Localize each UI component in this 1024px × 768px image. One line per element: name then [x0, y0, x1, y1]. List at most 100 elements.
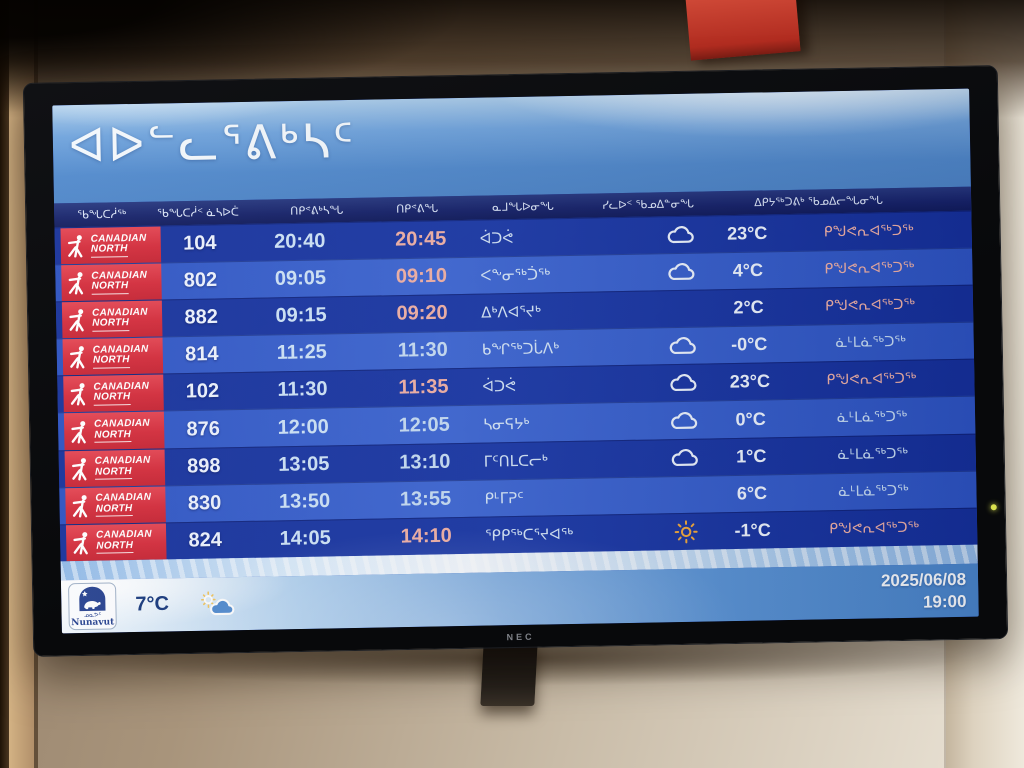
nunavut-wordmark: Nunavut [71, 617, 115, 629]
flight-number: 102 [185, 380, 220, 403]
scheduled-time: 09:15 [275, 304, 327, 328]
footer-bar: ᓄᓇᕗᑦ Nunavut 7°C 2025/06/08 19:00 [60, 563, 979, 634]
flight-number: 104 [182, 232, 217, 255]
revised-time: 14:10 [400, 524, 452, 548]
flight-number: 824 [188, 528, 223, 552]
airline-logo: CANADIAN NORTH [60, 226, 162, 265]
canadian-north-figure-icon [69, 309, 84, 332]
canadian-north-figure-icon [68, 272, 84, 295]
scheduled-time: 11:30 [277, 378, 328, 402]
flight-rows: CANADIAN NORTH 104 20:40 20:45 ᐋᑐᕚ [54, 210, 978, 562]
flight-row: CANADIAN NORTH 102 11:30 11:35 ᐋᑐᕚ [57, 358, 975, 413]
cloud-icon [670, 374, 697, 392]
nec-logo: NEC [506, 631, 535, 643]
revised-time: 12:05 [398, 413, 450, 437]
flight-status: ᑭᖑᕙᕆᐊᖅᑐᖅ [823, 222, 914, 241]
canadian-north-figure-icon [71, 420, 86, 444]
weather-cell [666, 408, 702, 433]
flight-number: 802 [183, 269, 218, 292]
destination: ᑲᖏᖅᑐᒑᐱᒃ [481, 339, 560, 359]
weather-cell [668, 519, 704, 544]
title-band: ᐊᐅᓪᓚᕐᕕᒃᓴᑦ [52, 88, 971, 204]
partly-cloudy-icon [201, 591, 235, 616]
power-led-icon [990, 504, 997, 511]
destination: ᐋᑐᕚ [479, 229, 514, 248]
flight-number: 876 [186, 417, 221, 441]
flight-row: CANADIAN NORTH 814 11:25 11:30 ᑲᖏᖅᑐᒑᐱᒃ [56, 321, 975, 376]
flight-row: CANADIAN NORTH 876 12:00 12:05 ᓴᓂᕋᔭᒃ [57, 396, 976, 450]
airline-name-line2: NORTH [96, 503, 133, 517]
scheduled-time: 20:40 [273, 230, 326, 253]
cloud-icon [671, 411, 698, 429]
airline-logo: CANADIAN NORTH [63, 411, 165, 450]
airline-logo: CANADIAN NORTH [65, 523, 167, 562]
flight-status: ᑭᖑᕙᕆᐊᖅᑐᖅ [824, 296, 916, 315]
weather-cell [663, 260, 699, 285]
canadian-north-figure-icon [67, 235, 83, 258]
scheduled-time: 13:05 [278, 452, 330, 476]
cloud-icon [668, 263, 695, 281]
weather-cell [663, 223, 699, 248]
flight-status: ᓈᒻᒪᓈᖅᑐᖅ [835, 334, 907, 352]
footer-date: 2025/06/08 [880, 569, 967, 591]
flight-row: CANADIAN NORTH 898 13:05 13:10 ᒥᑦᑎᒪᑕᓕᒃ [58, 433, 977, 488]
weather-cell [664, 297, 700, 322]
scheduled-time: 12:00 [277, 415, 329, 439]
airline-logo: CANADIAN NORTH [65, 486, 166, 525]
flight-status: ᓈᒻᒪᓈᖅᑐᖅ [837, 445, 909, 463]
scheduled-time: 13:50 [278, 489, 331, 513]
revised-time: 09:20 [396, 301, 448, 325]
sun-icon [674, 520, 698, 544]
airline-name-line2: NORTH [94, 429, 132, 443]
flight-row: CANADIAN NORTH 882 09:15 09:20 ᐃᒃᐱᐊᕐᔪᒃ [55, 284, 974, 339]
airline-name-line2: NORTH [96, 540, 134, 555]
revised-time: 13:55 [399, 487, 452, 511]
tv-frame: ᐊᐅᓪᓚᕐᕕᒃᓴᑦ ᖃᖓᑕᓲᖅ ᖃᖓᑕᓲᑉ ᓈᓴᐅᑖ ᑎᑭᕝᕕᒃᓴᖓ ᑎᑭᕝᕕᖓ… [22, 65, 1009, 657]
flight-status: ᓈᒻᒪᓈᖅᑐᖅ [836, 408, 908, 426]
canadian-north-figure-icon [73, 531, 88, 555]
flight-status: ᑭᖑᕙᕆᐊᖅᑐᖅ [826, 371, 917, 389]
cloud-icon [669, 337, 696, 355]
nunavut-logo: ᓄᓇᕗᑦ Nunavut [67, 582, 117, 631]
local-temperature: 7°C [135, 593, 170, 616]
canadian-north-figure-icon [72, 494, 88, 518]
weather-cell [667, 445, 703, 470]
column-header-destination: ᓇᒧᖓᐅᓂᖓ [492, 199, 554, 214]
destination: ᕿᑭᖅᑕᕐᔪᐊᖅ [485, 524, 574, 545]
footer-time: 19:00 [922, 591, 967, 612]
revised-time: 20:45 [394, 227, 447, 251]
destination: ᐋᑐᕚ [482, 377, 517, 397]
airline-name-line2: NORTH [94, 391, 131, 406]
flight-row: CANADIAN NORTH 830 13:50 13:55 ᑭᒻᒥᕈᑦ [59, 470, 977, 525]
column-header-status: ᐃᑭᔭᖅᑐᕕᒃ ᖃᓄᐃᓕᖓᓂᖓ [754, 193, 884, 210]
airline-name-line2: NORTH [91, 243, 128, 258]
flight-number: 814 [184, 343, 219, 366]
column-header-scheduled: ᑎᑭᕝᕕᒃᓴᖓ [290, 203, 344, 218]
page-title: ᐊᐅᓪᓚᕐᕕᒃᓴᑦ [68, 113, 357, 175]
revised-time: 11:30 [397, 339, 449, 362]
destination: ᓴᓂᕋᔭᒃ [482, 414, 530, 434]
airline-logo: CANADIAN NORTH [64, 449, 166, 487]
destination: ᒥᑦᑎᒪᑕᓕᒃ [483, 451, 549, 471]
revised-time: 13:10 [399, 450, 451, 474]
airline-name-line2: NORTH [93, 354, 130, 369]
weather-cell [665, 371, 701, 396]
airline-name-line2: NORTH [95, 466, 132, 480]
column-header-revised: ᑎᑭᕝᕕᖓ [396, 201, 439, 216]
flight-row: CANADIAN NORTH 824 14:05 14:10 ᕿᑭᖅᑕᕐᔪᐊᖅ [59, 507, 978, 562]
tv-screen: ᐊᐅᓪᓚᕐᕕᒃᓴᑦ ᖃᖓᑕᓲᖅ ᖃᖓᑕᓲᑉ ᓈᓴᐅᑖ ᑎᑭᕝᕕᒃᓴᖓ ᑎᑭᕝᕕᖓ… [52, 88, 979, 634]
column-header-flight: ᖃᖓᑕᓲᑉ ᓈᓴᐅᑖ [157, 205, 239, 221]
wall-trim [0, 0, 9, 768]
canadian-north-figure-icon [70, 383, 86, 406]
scheduled-time: 14:05 [279, 526, 331, 550]
scheduled-time: 09:05 [274, 267, 327, 291]
flight-status: ᑭᖑᕙᕆᐊᖅᑐᖅ [824, 259, 915, 278]
scheduled-time: 11:25 [276, 341, 328, 365]
flight-status: ᑭᖑᕙᕆᐊᖅᑐᖅ [829, 519, 920, 538]
weather-cell [665, 334, 701, 359]
airline-name-line2: NORTH [92, 317, 130, 332]
flight-number: 830 [187, 491, 222, 515]
airline-logo: CANADIAN NORTH [63, 374, 164, 413]
cloud-icon [667, 226, 694, 244]
column-header-weather: ᓯᓚᐅᑉ ᖃᓄᐃᓐᓂᖓ [602, 197, 695, 212]
